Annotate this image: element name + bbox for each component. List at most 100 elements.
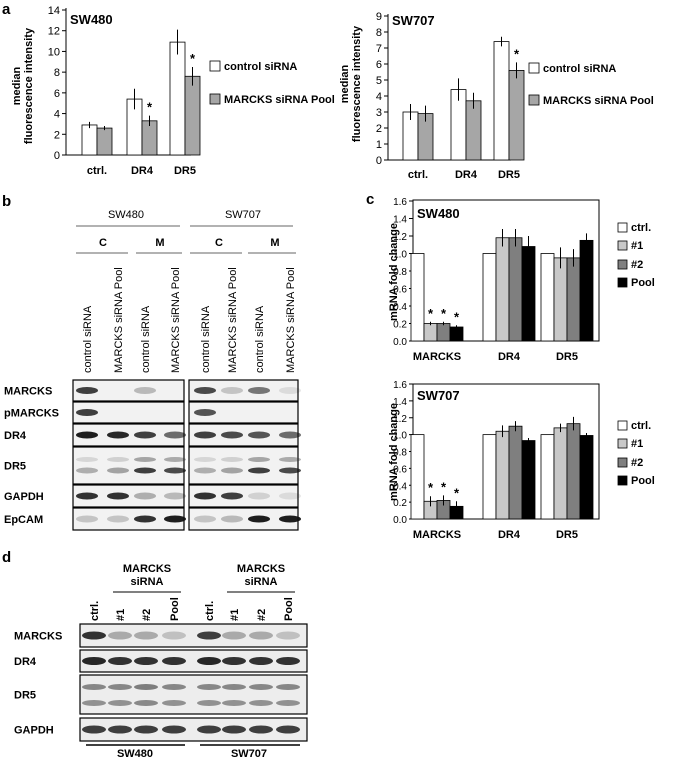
legend-label: Pool bbox=[631, 475, 655, 487]
blot-band bbox=[276, 700, 300, 706]
legend-swatch bbox=[617, 222, 628, 233]
blot-band bbox=[249, 684, 273, 690]
chart-sw707-fluorescence: SW707 0 1 2 3 4 5 6 7 8 9 median fluorescence intens… bbox=[339, 11, 654, 181]
blot-strip bbox=[72, 401, 185, 424]
blot-band bbox=[107, 492, 129, 500]
bar-dr5-series2 bbox=[184, 75, 201, 156]
legend-swatch bbox=[209, 93, 221, 105]
legend-swatch bbox=[617, 420, 628, 431]
row-label: DR5 bbox=[14, 690, 36, 702]
blot-band bbox=[134, 467, 156, 474]
chart-title: SW480 bbox=[417, 206, 460, 221]
blot-band bbox=[134, 725, 158, 734]
bar-dr5-series3 bbox=[566, 257, 581, 342]
blot-band bbox=[194, 467, 216, 474]
y-tick-label: 0.2 bbox=[393, 320, 407, 331]
bar-dr5-series2 bbox=[508, 70, 525, 161]
blot-band bbox=[162, 657, 186, 665]
blot-band bbox=[134, 387, 156, 394]
row-label: GAPDH bbox=[4, 491, 44, 503]
y-axis-label: fluorescence intensity bbox=[351, 25, 363, 142]
bar-dr5-series1 bbox=[540, 434, 555, 520]
category-label: DR4 bbox=[131, 165, 154, 177]
blot-strip bbox=[188, 379, 299, 402]
blot-band bbox=[76, 515, 98, 523]
panel-label-b: b bbox=[2, 193, 11, 210]
category-label: DR5 bbox=[556, 529, 578, 541]
y-tick-label: 2 bbox=[54, 129, 60, 141]
y-tick-label: 0 bbox=[376, 155, 382, 167]
bar-dr5-series2 bbox=[553, 257, 568, 342]
blot-band bbox=[194, 515, 216, 523]
blot-band bbox=[248, 515, 270, 523]
y-axis-label: median bbox=[11, 66, 23, 105]
blot-band bbox=[76, 409, 98, 416]
blot-band bbox=[222, 700, 246, 706]
legend-swatch bbox=[209, 60, 221, 72]
blot-band bbox=[248, 431, 270, 439]
blot-band bbox=[107, 515, 129, 523]
blot-band bbox=[279, 457, 301, 462]
blot-band bbox=[164, 457, 186, 462]
blot-band bbox=[108, 684, 132, 690]
bar-dr4-series2 bbox=[495, 430, 510, 520]
category-label: DR5 bbox=[498, 169, 520, 181]
blot-band bbox=[279, 387, 301, 394]
category-label: DR4 bbox=[455, 169, 478, 181]
row-label: DR5 bbox=[4, 461, 26, 473]
lane-label: MARCKS siRNA Pool bbox=[227, 267, 239, 373]
significance-marker: * bbox=[428, 480, 434, 495]
significance-marker: * bbox=[428, 306, 434, 321]
blot-band bbox=[108, 725, 132, 734]
blot-band bbox=[197, 684, 221, 690]
blot-band bbox=[76, 431, 98, 439]
legend-label: Pool bbox=[631, 277, 655, 289]
legend-swatch bbox=[617, 277, 628, 288]
blot-band bbox=[248, 492, 270, 500]
bar-dr5-series4 bbox=[579, 239, 594, 342]
legend-label: ctrl. bbox=[631, 420, 651, 432]
blot-band bbox=[108, 657, 132, 665]
y-tick-label: 0.6 bbox=[393, 464, 407, 475]
blot-band bbox=[194, 431, 216, 439]
category-label: DR4 bbox=[498, 351, 521, 363]
legend-label: #2 bbox=[631, 457, 643, 469]
blot-band bbox=[221, 387, 243, 394]
blot-band bbox=[276, 725, 300, 734]
bar-dr5-series1 bbox=[493, 41, 510, 161]
category-label: DR5 bbox=[174, 165, 196, 177]
y-tick-label: 4 bbox=[376, 91, 382, 103]
y-tick-label: 1 bbox=[376, 139, 382, 151]
bar-marcks-series1 bbox=[410, 434, 425, 520]
lane-label: #2 bbox=[141, 609, 153, 621]
lane-label: control siRNA bbox=[140, 305, 152, 373]
y-tick-label: 0.8 bbox=[393, 267, 407, 278]
y-tick-label: 6 bbox=[54, 88, 60, 100]
y-tick-label: 1.4 bbox=[393, 397, 407, 408]
panel-label-c: c bbox=[366, 191, 374, 208]
legend-swatch bbox=[528, 62, 540, 74]
blot-band bbox=[162, 684, 186, 690]
blot-band bbox=[221, 492, 243, 500]
lane-label: Pool bbox=[169, 597, 181, 621]
blot-band bbox=[134, 492, 156, 500]
category-label: ctrl. bbox=[87, 165, 107, 177]
legend-swatch bbox=[528, 94, 540, 106]
bar-marcks-series3 bbox=[436, 323, 451, 342]
blot-band bbox=[248, 467, 270, 474]
y-axis-label: mRNA fold change bbox=[388, 403, 400, 501]
y-tick-label: 10 bbox=[48, 46, 60, 58]
blot-band bbox=[279, 515, 301, 523]
blot-band bbox=[249, 725, 273, 734]
legend-swatch bbox=[617, 475, 628, 486]
y-tick-label: 0.4 bbox=[393, 302, 407, 313]
category-label: MARCKS bbox=[413, 529, 461, 541]
group-label: siRNA bbox=[244, 576, 277, 588]
significance-marker: * bbox=[441, 479, 447, 494]
lane-label: MARCKS siRNA Pool bbox=[285, 267, 297, 373]
panel-label-d: d bbox=[2, 549, 11, 566]
blot-band bbox=[249, 700, 273, 706]
blot-band bbox=[134, 684, 158, 690]
cell-line-label: SW480 bbox=[108, 209, 144, 221]
